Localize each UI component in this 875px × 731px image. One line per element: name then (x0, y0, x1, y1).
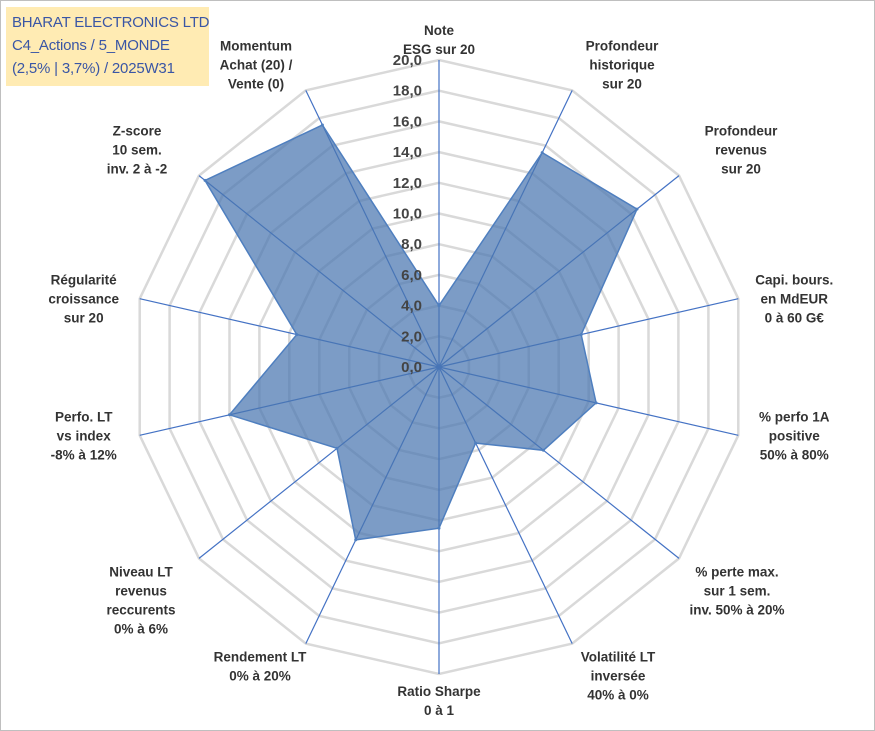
axis-label-line: sur 1 sem. (704, 583, 771, 598)
data-point (437, 526, 441, 530)
axis-label-line: Ratio Sharpe (397, 684, 481, 699)
axis-label-line: Z-score (113, 124, 162, 139)
axis-label: Profondeur historique sur 20 (586, 38, 659, 91)
tick-label: 0,0 (401, 359, 422, 376)
axis-label-line: inv. 50% à 20% (689, 602, 784, 617)
axis-label-line: sur 20 (64, 311, 104, 326)
radar-series (203, 123, 639, 542)
axis-label: Note ESG sur 20 (403, 23, 475, 57)
axis-label: % perfo 1A positive 50% à 80% (759, 409, 830, 462)
chart-title-line-3: (2,5% | 3,7%) / 2025W31 (12, 60, 175, 77)
data-point (203, 178, 207, 182)
axis-label-line: Perfo. LT (55, 409, 113, 424)
axis-label: Rendement LT 0% à 20% (214, 650, 308, 684)
axis-label-line: 0% à 6% (114, 621, 168, 636)
chart-title-box: BHARAT ELECTRONICS LTD C4_Actions / 5_MO… (6, 7, 210, 86)
axis-label-line: 50% à 80% (760, 447, 829, 462)
axis-label: Perfo. LT vs index -8% à 12% (51, 409, 117, 462)
axis-label-line: % perte max. (695, 564, 778, 579)
axis-label: Niveau LT revenus reccurents 0% à 6% (106, 564, 175, 636)
radar-axis-labels: Note ESG sur 20 Profondeur historique sur 20… (48, 23, 833, 718)
axis-label-line: en MdEUR (761, 292, 829, 307)
axis-label-line: croissance (48, 292, 119, 307)
axis-label: Capi. bours. en MdEUR 0 à 60 G€ (755, 273, 833, 326)
data-point (594, 401, 598, 405)
data-point (335, 446, 339, 450)
chart-title-line-2: C4_Actions / 5_MONDE (12, 37, 170, 54)
tick-label: 6,0 (401, 267, 422, 284)
data-point (635, 207, 639, 211)
tick-label: 16,0 (393, 113, 422, 130)
axis-label: Volatilité LT inversée 40% à 0% (581, 650, 656, 703)
axis-label-line: 10 sem. (112, 143, 162, 158)
chart-title-line-1: BHARAT ELECTRONICS LTD (12, 14, 210, 31)
tick-label: 20,0 (393, 52, 422, 69)
data-point (228, 413, 231, 417)
axis-label-line: Momentum (220, 38, 292, 53)
axis-label-line: Régularité (51, 273, 118, 288)
data-point (540, 151, 544, 155)
tick-label: 10,0 (393, 206, 422, 223)
tick-label: 18,0 (393, 83, 422, 100)
data-point (437, 304, 441, 308)
axis-label: Ratio Sharpe 0 à 1 (397, 684, 481, 718)
axis-label-line: reccurents (106, 602, 175, 617)
radar-tick-labels: 0,0 2,0 4,0 6,0 8,0 10,0 12,0 14,0 16,0 18,0 20,0 (393, 52, 422, 376)
data-point (579, 333, 583, 337)
tick-label: 14,0 (393, 144, 422, 161)
data-point (354, 538, 358, 542)
axis-label-line: revenus (715, 143, 767, 158)
tick-label: 2,0 (401, 328, 422, 345)
axis-label: Z-score 10 sem. inv. 2 à -2 (107, 124, 168, 177)
axis-label-line: Profondeur (586, 38, 659, 53)
axis-label-line: positive (769, 428, 821, 443)
axis-label-line: revenus (115, 583, 167, 598)
axis-label: % perte max. sur 1 sem. inv. 50% à 20% (689, 564, 784, 617)
data-point (295, 333, 299, 337)
axis-label-line: Achat (20) / (220, 57, 293, 72)
axis-label-line: sur 20 (602, 76, 642, 91)
axis-label-line: 0% à 20% (229, 669, 291, 684)
axis-label-line: -8% à 12% (51, 447, 117, 462)
axis-label-line: Rendement LT (214, 650, 308, 665)
axis-label: Momentum Achat (20) / Vente (0) (220, 38, 293, 91)
axis-label-line: Profondeur (705, 124, 778, 139)
axis-label-line: vs index (57, 428, 112, 443)
axis-label: Profondeur revenus sur 20 (705, 124, 778, 177)
axis-label-line: Vente (0) (228, 76, 284, 91)
axis-label-line: 0 à 60 G€ (765, 311, 825, 326)
axis-label-line: Note (424, 23, 454, 38)
axis-label-line: historique (589, 57, 655, 72)
data-point (320, 123, 324, 127)
axis-label-line: 40% à 0% (587, 688, 649, 703)
axis-label-line: sur 20 (721, 162, 761, 177)
data-point (474, 441, 478, 445)
axis-label-line: ESG sur 20 (403, 42, 475, 57)
axis-label-line: inversée (591, 669, 646, 684)
tick-label: 8,0 (401, 236, 422, 253)
axis-label-line: inv. 2 à -2 (107, 162, 168, 177)
axis-label-line: Capi. bours. (755, 273, 833, 288)
axis-label-line: 0 à 1 (424, 703, 455, 718)
axis-label-line: % perfo 1A (759, 409, 830, 424)
data-point (541, 448, 545, 452)
axis-label-line: Niveau LT (109, 564, 173, 579)
tick-label: 12,0 (393, 175, 422, 192)
axis-label: Régularité croissance sur 20 (48, 273, 119, 326)
axis-label-line: Volatilité LT (581, 650, 656, 665)
tick-label: 4,0 (401, 298, 422, 315)
